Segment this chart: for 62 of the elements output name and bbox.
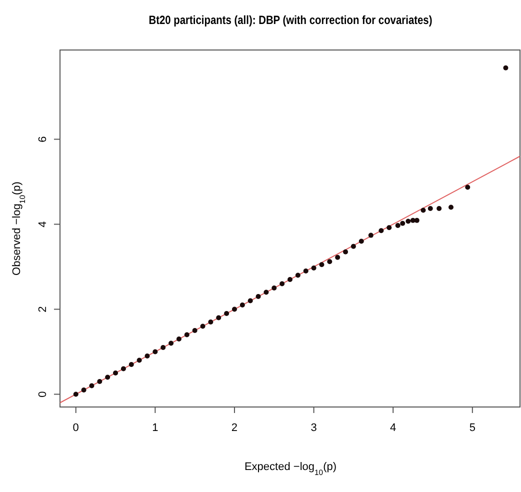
point [436,206,442,212]
point [113,370,118,376]
point [327,259,332,264]
point [406,218,411,224]
point [272,286,277,290]
x-tick-label: 0 [72,422,79,434]
point [240,302,245,308]
point [503,65,508,70]
point [73,392,78,397]
point [400,220,406,226]
point [395,223,400,228]
point [120,366,126,372]
point [176,336,182,342]
point [97,379,102,384]
point [350,244,356,249]
y-tick-label: 4 [37,221,49,228]
point [208,320,214,324]
point [358,238,364,244]
point [428,206,433,212]
point [216,315,222,320]
point [368,232,374,238]
x-axis-title: Expected −log$_{10}$(p) [244,461,337,476]
point [89,383,94,388]
point [256,294,261,299]
point [81,388,86,392]
point [248,298,253,304]
point [303,268,308,274]
point [414,218,420,223]
point [128,362,134,367]
point [465,184,470,190]
point [152,349,158,354]
point [200,324,206,329]
x-tick-label: 4 [390,422,396,434]
point [280,281,285,286]
chart-title: Bt20 participants (all): DBP (with correction for covariates) [148,14,433,28]
y-tick-label: 6 [37,136,49,142]
point [288,277,292,282]
point [105,374,110,380]
point [295,272,300,278]
point [420,208,426,213]
x-tick-label: 2 [231,422,238,434]
point [386,225,392,230]
x-tick-label: 5 [469,422,476,434]
point [224,311,230,316]
point [160,345,166,350]
point [136,358,142,363]
point [264,290,269,295]
x-tick-label: 1 [152,422,158,434]
x-tick-label: 3 [310,422,317,434]
y-tick-label: 2 [37,306,49,312]
point [448,204,454,210]
point [335,254,340,260]
point [184,332,190,338]
point [343,249,348,254]
point [232,306,237,312]
y-tick-label: 0 [37,391,49,398]
point [192,328,198,333]
point [168,340,174,346]
point [378,228,384,234]
point [144,354,150,358]
point [311,266,316,271]
point [319,262,324,268]
